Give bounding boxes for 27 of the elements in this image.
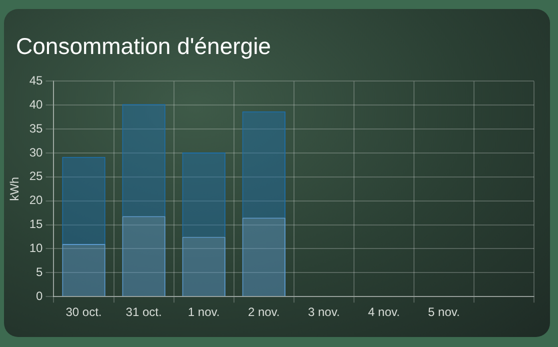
y-tick-label: 10 xyxy=(29,241,44,256)
bar xyxy=(62,156,106,244)
y-tick-label: 45 xyxy=(29,74,44,88)
y-tick-label: 0 xyxy=(36,288,44,303)
y-tick-label: 30 xyxy=(29,145,44,160)
x-tick-label: 5 nov. xyxy=(428,305,460,320)
x-tick-label: 31 oct. xyxy=(126,305,162,320)
x-tick-label: 2 nov. xyxy=(248,305,280,320)
chart-title: Consommation d'énergie xyxy=(16,33,271,60)
x-tick-label: 4 nov. xyxy=(368,305,400,320)
x-tick-label: 1 nov. xyxy=(188,305,220,320)
y-axis-title: kWh xyxy=(8,176,22,201)
bar xyxy=(182,236,226,296)
bar xyxy=(182,152,226,237)
y-tick-label: 25 xyxy=(29,169,44,184)
y-tick-label: 15 xyxy=(29,217,44,232)
bar xyxy=(122,104,166,216)
bar xyxy=(62,244,106,296)
y-tick-label: 40 xyxy=(29,97,44,112)
bar xyxy=(242,111,286,218)
y-tick-label: 5 xyxy=(36,264,44,279)
bar xyxy=(242,218,286,296)
y-tick-label: 20 xyxy=(29,193,44,208)
x-tick-label: 30 oct. xyxy=(66,305,102,320)
y-tick-label: 35 xyxy=(29,121,44,136)
x-tick-label: 3 nov. xyxy=(308,305,340,320)
bar xyxy=(122,216,166,296)
